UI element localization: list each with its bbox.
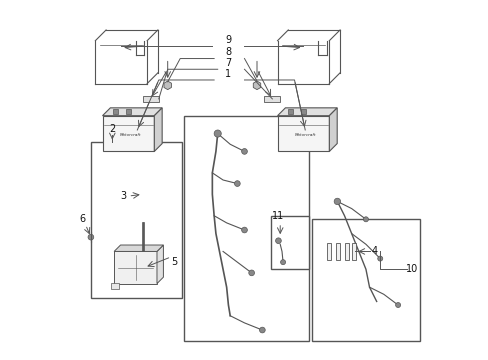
Circle shape xyxy=(275,238,281,244)
Text: 1: 1 xyxy=(225,69,231,79)
Text: 8: 8 xyxy=(225,48,231,58)
Circle shape xyxy=(395,302,400,307)
Circle shape xyxy=(259,327,264,333)
Text: 4: 4 xyxy=(370,247,377,256)
Bar xyxy=(312,219,419,341)
Text: 6: 6 xyxy=(79,214,85,224)
Bar xyxy=(142,96,159,102)
Bar xyxy=(102,116,154,152)
Circle shape xyxy=(248,270,254,276)
Bar xyxy=(112,109,118,114)
Circle shape xyxy=(214,130,221,137)
Bar xyxy=(300,109,305,114)
Text: 7: 7 xyxy=(225,58,231,68)
Bar xyxy=(326,243,330,260)
Bar xyxy=(264,96,280,102)
Bar xyxy=(287,109,293,114)
Circle shape xyxy=(333,198,340,204)
Circle shape xyxy=(241,149,247,154)
Bar xyxy=(91,143,182,298)
Circle shape xyxy=(234,181,240,186)
Polygon shape xyxy=(102,108,162,116)
Polygon shape xyxy=(328,108,337,152)
Bar xyxy=(351,243,355,260)
Circle shape xyxy=(363,217,367,222)
Polygon shape xyxy=(154,108,162,152)
Text: Motorcraft: Motorcraft xyxy=(294,133,315,138)
Circle shape xyxy=(241,227,247,233)
Bar xyxy=(114,251,157,284)
Bar xyxy=(277,116,328,152)
Text: 3: 3 xyxy=(120,191,126,201)
Circle shape xyxy=(280,260,285,265)
Polygon shape xyxy=(157,245,163,284)
Bar xyxy=(110,283,119,289)
Bar xyxy=(344,243,348,260)
Text: 2: 2 xyxy=(109,123,115,134)
Bar xyxy=(125,109,131,114)
Bar xyxy=(271,216,308,269)
Text: Motorcraft: Motorcraft xyxy=(119,133,141,138)
Circle shape xyxy=(88,234,94,240)
Text: 11: 11 xyxy=(272,211,284,221)
Circle shape xyxy=(377,256,382,261)
Text: 9: 9 xyxy=(225,35,231,45)
Polygon shape xyxy=(114,245,163,251)
Text: 10: 10 xyxy=(406,264,418,274)
Bar xyxy=(183,116,308,341)
Polygon shape xyxy=(277,108,337,116)
Text: 5: 5 xyxy=(171,257,177,267)
Bar xyxy=(335,243,339,260)
